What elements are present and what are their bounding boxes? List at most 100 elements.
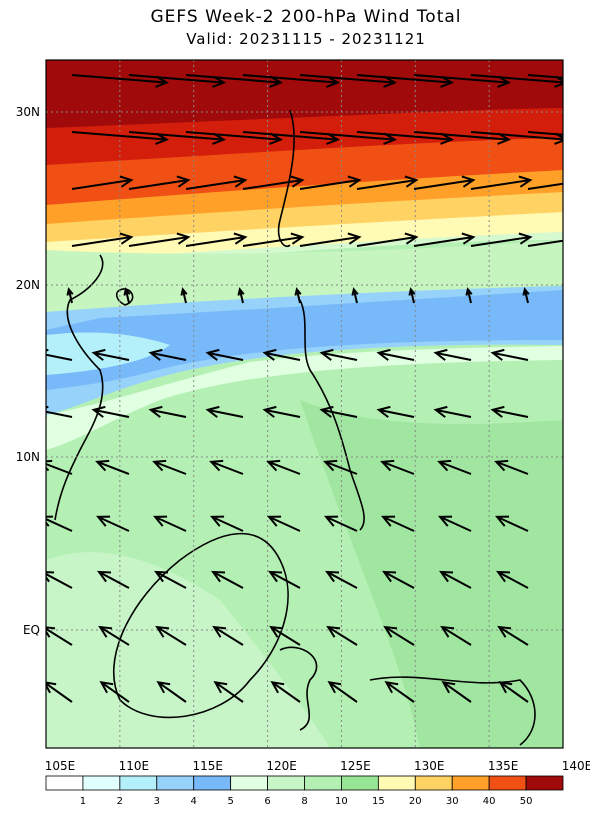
wind-arrow — [46, 348, 73, 361]
colorbar-swatch — [341, 775, 379, 791]
wind-arrow — [413, 232, 476, 247]
wind-arrow — [262, 405, 301, 418]
wind-vectors — [46, 74, 563, 703]
lat-label: 20N — [16, 278, 40, 292]
wind-arrow — [356, 175, 419, 190]
lon-label: 110E — [119, 759, 150, 773]
lon-label: 140E — [562, 759, 590, 773]
wind-arrow — [95, 459, 130, 475]
wind-arrow — [154, 570, 187, 589]
wind-arrow — [99, 680, 130, 703]
colorbar-label: 3 — [154, 796, 160, 807]
colorbar-swatch — [377, 775, 416, 791]
wind-arrow — [490, 405, 529, 418]
wind-arrow — [95, 515, 130, 532]
colorbar-swatch — [414, 775, 453, 791]
wind-arrow — [71, 131, 169, 145]
wind-arrow — [155, 625, 187, 646]
colorbar-label: 8 — [301, 796, 307, 807]
wind-arrow — [46, 405, 73, 418]
wind-arrow — [470, 175, 533, 190]
wind-arrow — [180, 287, 188, 304]
wind-arrow — [205, 348, 244, 361]
wind-arrow — [376, 405, 415, 418]
wind-arrow — [269, 625, 301, 646]
wind-arrow — [266, 459, 301, 475]
colorbar-label: 40 — [483, 796, 496, 807]
graticule — [46, 60, 563, 748]
wind-arrow — [242, 131, 340, 145]
lat-label: 10N — [16, 450, 40, 464]
lon-label: 125E — [340, 759, 371, 773]
wind-arrow — [98, 625, 130, 646]
wind-arrow — [185, 74, 283, 88]
wind-arrow — [382, 570, 415, 589]
colorbar-swatch — [119, 775, 158, 791]
wind-arrow — [71, 74, 169, 88]
colorbar-label: 10 — [335, 796, 348, 807]
wind-arrow — [498, 680, 529, 703]
wind-arrow — [527, 74, 563, 79]
wind-arrow — [413, 131, 511, 145]
wind-arrow — [213, 680, 244, 703]
wind-arrow — [470, 131, 563, 145]
wind-arrow — [299, 74, 397, 88]
wind-arrow — [212, 625, 244, 646]
wind-arrow — [470, 74, 563, 88]
wind-arrow — [185, 175, 248, 190]
wind-arrow — [319, 405, 358, 418]
lon-label: 115E — [192, 759, 223, 773]
wind-arrow — [327, 680, 358, 703]
colorbar-swatch — [193, 775, 232, 791]
wind-arrow — [527, 182, 563, 190]
wind-arrow — [433, 348, 472, 361]
wind-arrow — [148, 405, 187, 418]
wind-arrow — [299, 232, 362, 247]
wind-arrow — [242, 175, 305, 190]
wind-arrow — [299, 131, 397, 145]
wind-arrow — [383, 625, 415, 646]
colorbar-swatch — [156, 775, 195, 791]
colorbar: 1 2 3 4 5 6 8 10 15 20 30 40 50 — [45, 775, 564, 807]
colorbar-label: 6 — [264, 796, 270, 807]
colorbar-swatch — [267, 775, 305, 791]
wind-arrow — [441, 680, 472, 703]
lon-label: 105E — [45, 759, 76, 773]
wind-arrow — [268, 570, 301, 589]
colorbar-swatch — [230, 775, 268, 791]
wind-arrow — [527, 131, 563, 136]
wind-arrow — [494, 459, 529, 475]
wind-arrow — [46, 459, 73, 475]
wind-arrow — [356, 232, 419, 247]
wind-arrow — [46, 681, 73, 703]
wind-arrow — [148, 348, 187, 361]
wind-arrow — [266, 515, 301, 532]
wind-arrow — [413, 74, 511, 88]
wind-arrow — [46, 626, 73, 646]
subtitle: Valid: 20231115 - 20231121 — [186, 30, 426, 48]
wind-arrow — [496, 570, 529, 589]
wind-arrow — [439, 570, 472, 589]
colorbar-swatch — [451, 775, 490, 791]
wind-arrow — [185, 232, 248, 247]
lat-label: EQ — [23, 623, 40, 637]
colorbar-label: 5 — [227, 796, 233, 807]
colorbar-swatch — [45, 775, 84, 791]
colorbar-label: 30 — [446, 796, 459, 807]
wind-arrow — [46, 571, 73, 589]
wind-arrow — [326, 625, 358, 646]
wind-arrow — [437, 515, 472, 532]
wind-arrow — [128, 131, 226, 145]
wind-arrow — [323, 515, 358, 532]
wind-arrow — [156, 680, 187, 703]
wind-arrow — [205, 405, 244, 418]
wind-arrow — [209, 459, 244, 475]
wind-arrow — [380, 515, 415, 532]
lat-label: 30N — [16, 105, 40, 119]
wind-arrow — [356, 74, 454, 88]
wind-arrow — [408, 287, 416, 304]
wind-arrow — [91, 405, 130, 418]
wind-arrow — [522, 287, 530, 304]
wind-arrow — [433, 405, 472, 418]
